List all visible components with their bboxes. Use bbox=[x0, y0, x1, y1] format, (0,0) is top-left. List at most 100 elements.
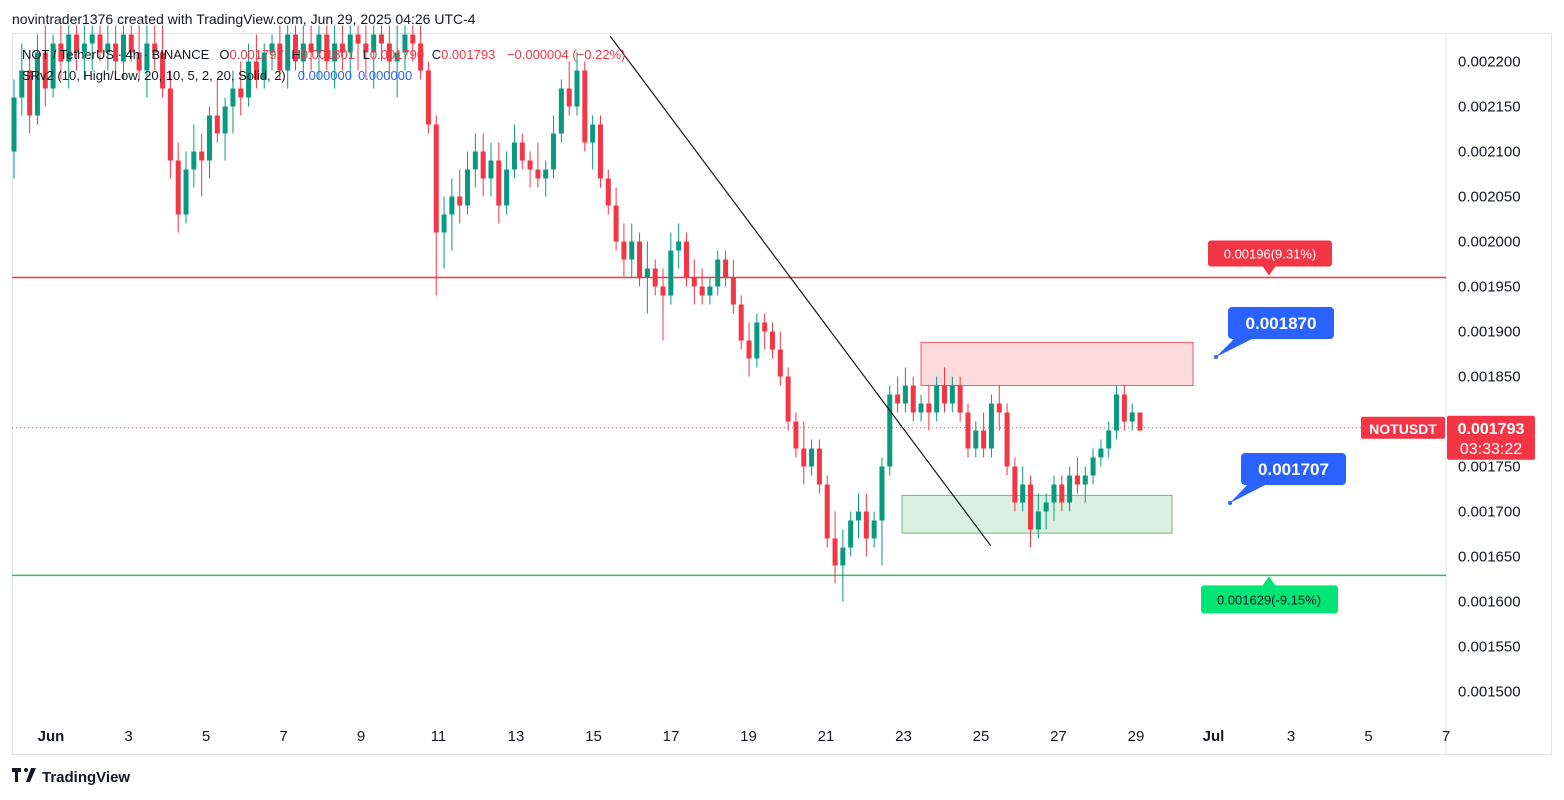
time-axis[interactable]: Jun 3 5 7 9 11 13 15 17 19 21 23 25 27 29 Jul 3 5 7 bbox=[38, 728, 1451, 745]
candle-body bbox=[42, 52, 48, 89]
candle bbox=[472, 133, 478, 188]
candle-body bbox=[558, 88, 564, 134]
candle bbox=[793, 412, 799, 458]
candle-body bbox=[566, 88, 572, 107]
candle-body bbox=[253, 61, 259, 80]
candle bbox=[74, 25, 80, 71]
candle bbox=[175, 142, 181, 233]
candle bbox=[1082, 466, 1088, 503]
callout-bg bbox=[1241, 453, 1346, 485]
resistance-label: 0.00196(9.31%) bbox=[1208, 240, 1332, 276]
candle bbox=[66, 25, 72, 89]
candle bbox=[652, 259, 658, 296]
candle bbox=[480, 133, 486, 197]
candle bbox=[206, 106, 212, 179]
indicator-value-2: 0.000000 bbox=[358, 68, 413, 83]
legend-close: 0.001793 bbox=[441, 47, 496, 62]
candle-body bbox=[488, 160, 494, 179]
candle-body bbox=[652, 268, 658, 287]
candle-body bbox=[793, 421, 799, 449]
candle-body bbox=[1043, 502, 1049, 512]
candle bbox=[519, 133, 525, 170]
candle-body bbox=[347, 34, 353, 53]
footer-brand-name: TradingView bbox=[42, 768, 131, 786]
candle-body bbox=[879, 466, 885, 521]
candle bbox=[816, 439, 822, 494]
y-tick-label: 0.001500 bbox=[1458, 684, 1521, 701]
candle bbox=[371, 25, 377, 89]
legend-low-label: L bbox=[362, 47, 370, 62]
x-tick-label: 5 bbox=[202, 728, 210, 745]
candle bbox=[926, 385, 932, 431]
candle bbox=[496, 142, 502, 224]
candle bbox=[1137, 412, 1143, 431]
legend-ohlc: O0.001797 H0.001801 L0.001790 C0.001793 … bbox=[215, 44, 625, 65]
candle-body bbox=[551, 133, 557, 170]
candle-body bbox=[1020, 484, 1026, 503]
candle-body bbox=[1004, 412, 1010, 467]
candle bbox=[965, 403, 971, 458]
candle-body bbox=[81, 43, 87, 53]
candle bbox=[316, 25, 322, 80]
y-tick-label: 0.001950 bbox=[1458, 279, 1521, 296]
candle bbox=[1012, 457, 1018, 512]
price-axis[interactable]: 0.002200 0.002150 0.002100 0.002050 0.002000… bbox=[1361, 54, 1535, 701]
candle bbox=[769, 322, 775, 359]
x-tick-label: 23 bbox=[895, 728, 912, 745]
annotations: 0.00196(9.31%) 0.001629(-9.15%) 0.001870 0.… bbox=[1201, 240, 1346, 614]
candle bbox=[253, 34, 259, 89]
candle bbox=[1121, 385, 1127, 431]
candle bbox=[582, 61, 588, 152]
y-tick-label: 0.002000 bbox=[1458, 234, 1521, 251]
candle bbox=[379, 25, 385, 62]
price-tag-bg bbox=[1447, 415, 1535, 460]
price-callout: 0.001707 bbox=[1228, 453, 1346, 505]
candle bbox=[488, 142, 494, 197]
candle bbox=[81, 25, 87, 80]
candle bbox=[449, 178, 455, 251]
candle-body bbox=[246, 61, 252, 98]
candle-body bbox=[1090, 457, 1096, 476]
candle-body bbox=[754, 322, 760, 359]
y-tick-label: 0.001850 bbox=[1458, 369, 1521, 386]
candle-body bbox=[27, 70, 33, 116]
candle-body bbox=[574, 70, 580, 107]
candle bbox=[42, 25, 48, 107]
candle-body bbox=[1129, 412, 1135, 422]
candle bbox=[1067, 466, 1073, 512]
legend-symbol[interactable]: NOT / TetherUS · 4h · BINANCE bbox=[22, 47, 210, 62]
candle bbox=[457, 169, 463, 224]
candle-body bbox=[981, 430, 987, 449]
candle bbox=[777, 331, 783, 386]
candle bbox=[535, 142, 541, 188]
candle bbox=[293, 25, 298, 71]
candle-body bbox=[1012, 466, 1018, 503]
candle bbox=[160, 25, 166, 98]
legend-row-indicator: SRv2 (10, High/Low, 20, 10, 5, 2, 20, So… bbox=[22, 65, 625, 86]
candle-body bbox=[957, 385, 963, 413]
indicator-name[interactable]: SRv2 (10, High/Low, 20, 10, 5, 2, 20, So… bbox=[22, 68, 286, 83]
candle-body bbox=[746, 340, 752, 359]
candle-body bbox=[394, 52, 400, 62]
candle-body bbox=[167, 88, 173, 161]
candle-body bbox=[160, 52, 166, 89]
candle-body bbox=[457, 196, 463, 206]
candle bbox=[605, 169, 611, 215]
candle-body bbox=[191, 151, 197, 170]
y-tick-label: 0.001900 bbox=[1458, 324, 1521, 341]
y-tick-label: 0.001650 bbox=[1458, 549, 1521, 566]
candle bbox=[19, 43, 25, 116]
candle bbox=[58, 25, 64, 80]
candle-body bbox=[660, 286, 666, 296]
candle-body bbox=[965, 412, 971, 449]
candle bbox=[1114, 385, 1120, 440]
candle bbox=[50, 34, 56, 98]
candle-body bbox=[206, 115, 212, 161]
candle bbox=[324, 25, 330, 71]
callout-pointer bbox=[1230, 483, 1269, 503]
supply-zone bbox=[920, 341, 1194, 386]
candle bbox=[879, 457, 885, 566]
x-tick-label: 11 bbox=[431, 728, 447, 745]
candle-body bbox=[988, 403, 994, 449]
